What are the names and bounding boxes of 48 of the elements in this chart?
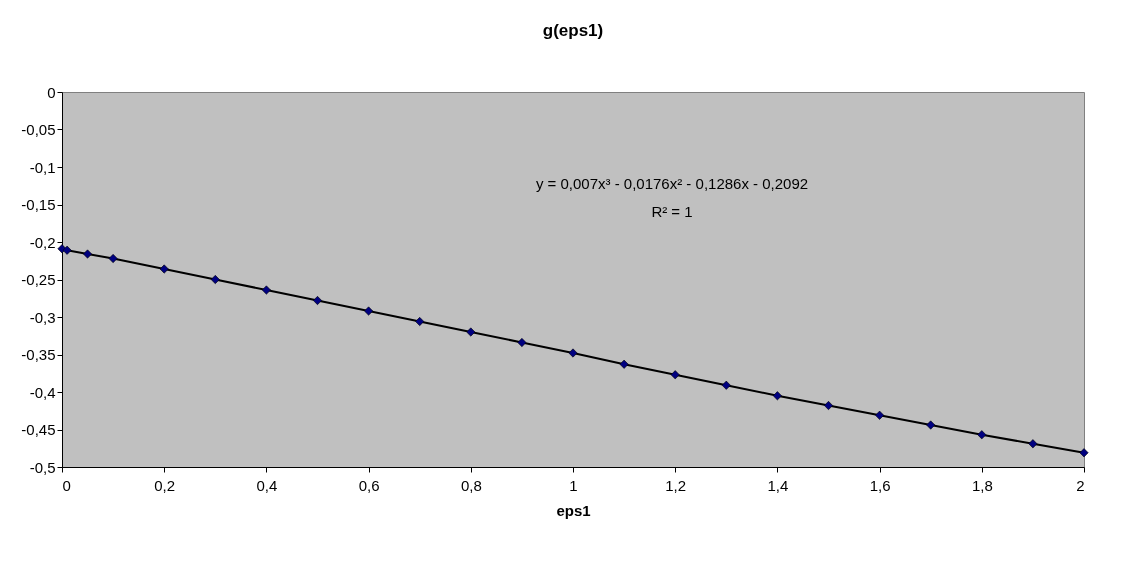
point <box>670 370 680 380</box>
point <box>313 296 322 305</box>
point <box>619 359 629 369</box>
y-tick-label: -0,45 <box>21 421 56 438</box>
y-tick-label: -0,35 <box>21 346 56 363</box>
point <box>364 306 374 316</box>
point <box>108 254 118 263</box>
point <box>83 249 93 259</box>
y-tick-label: -0,3 <box>29 308 56 326</box>
y-tick-label: -0,1 <box>29 158 56 176</box>
chart-title: g(eps1) <box>542 21 604 40</box>
point <box>159 264 169 274</box>
point <box>1079 448 1089 458</box>
point <box>466 327 476 337</box>
x-tick-label: 1,4 <box>767 476 789 494</box>
point <box>1028 439 1038 449</box>
y-tick-label: -0,5 <box>29 458 56 476</box>
y-tick-label: 0 <box>47 83 56 101</box>
x-tick-label: 2 <box>1076 476 1085 494</box>
y-tick-label: -0,2 <box>29 233 56 251</box>
x-tick-label: 1,2 <box>665 476 687 494</box>
x-tick-label: 1,8 <box>971 476 993 494</box>
point <box>772 391 782 401</box>
annotation: R² = 1 <box>651 203 693 220</box>
x-tick-label: 0,2 <box>154 476 176 494</box>
point <box>62 245 72 255</box>
x-tick-label: 0,4 <box>256 476 278 494</box>
point <box>721 380 731 390</box>
x-tick-label: 1 <box>569 476 578 494</box>
y-tick-label: -0,15 <box>21 196 56 213</box>
y-tick-label: -0,4 <box>29 383 56 401</box>
point <box>926 420 936 430</box>
x-tick-label: 0 <box>62 476 71 494</box>
annotation: y = 0,007x³ - 0,0176x² - 0,1286x - 0,2092 <box>535 175 809 192</box>
point <box>875 410 885 420</box>
x-axis-title: eps1 <box>556 501 591 519</box>
y-tick-label: -0,25 <box>21 271 56 288</box>
point <box>261 285 271 295</box>
x-tick-label: 1,6 <box>869 476 891 494</box>
x-tick-label: 0,6 <box>358 476 380 494</box>
point <box>415 317 425 326</box>
point <box>517 338 527 347</box>
x-tick-label: 0,8 <box>460 476 482 494</box>
point <box>977 430 987 440</box>
point <box>824 401 833 410</box>
point <box>568 348 578 358</box>
y-tick-label: -0,05 <box>21 121 56 138</box>
point <box>210 275 220 284</box>
